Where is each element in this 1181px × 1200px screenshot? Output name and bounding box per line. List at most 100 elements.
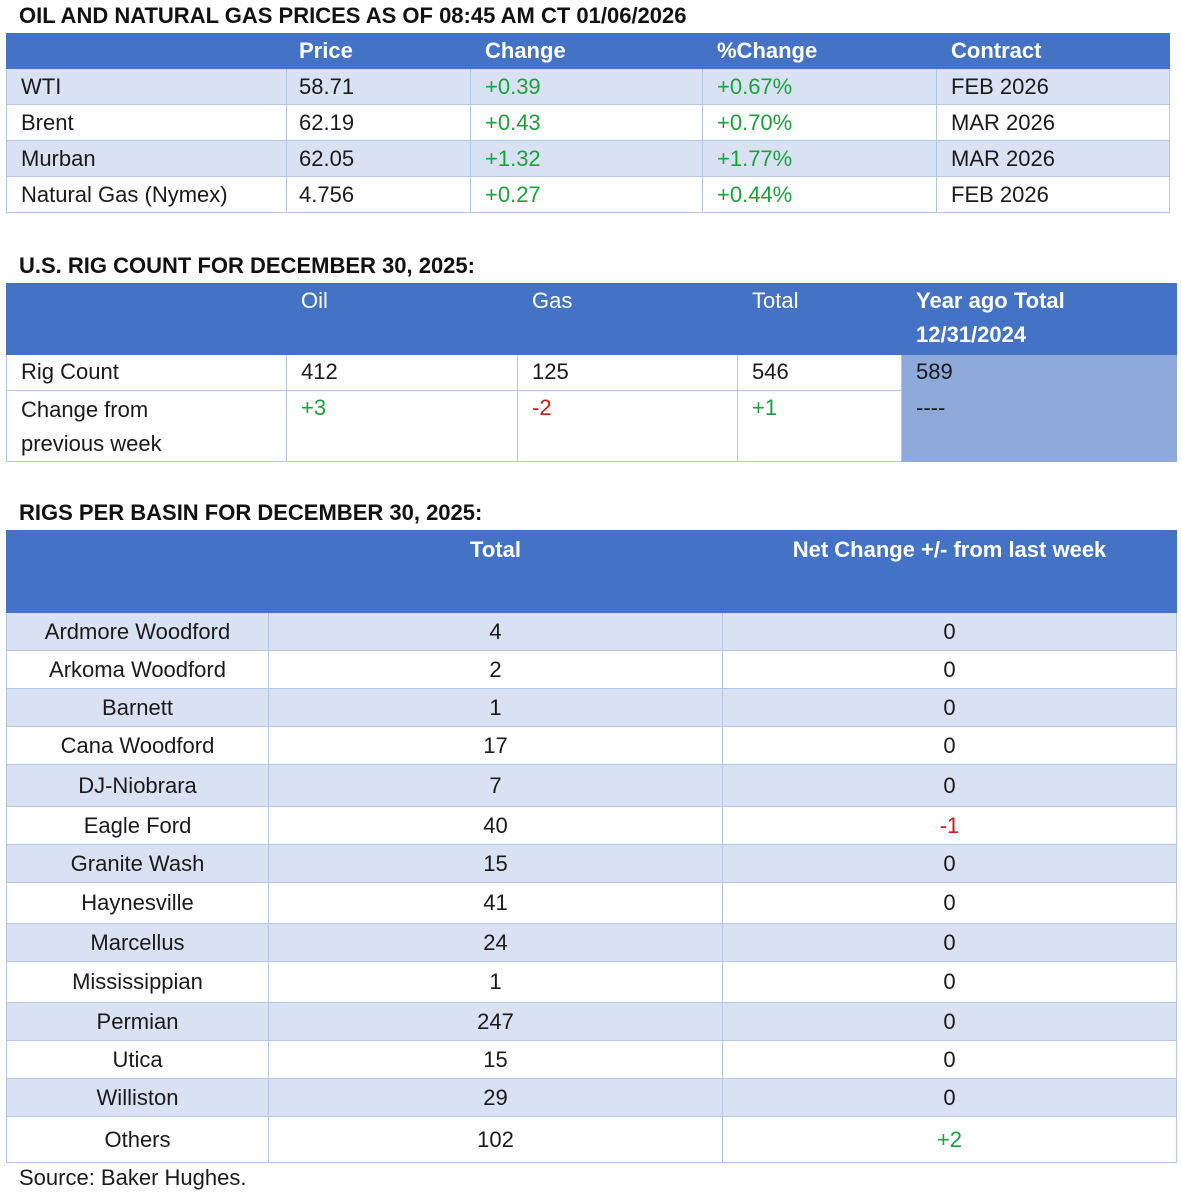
- basin-total: 40: [268, 806, 723, 845]
- rigcount-header-oil: Oil: [286, 283, 518, 355]
- basin-name: Arkoma Woodford: [6, 650, 269, 689]
- basins-header-row: Total Net Change +/- from last week: [6, 530, 1177, 613]
- table-row: Rig Count 412 125 546 589: [6, 354, 1177, 391]
- basin-name: Barnett: [6, 688, 269, 727]
- rig-total-change: +1: [737, 390, 902, 462]
- basin-change: 0: [722, 1040, 1177, 1079]
- rig-gas: 125: [517, 354, 738, 391]
- basin-change: 0: [722, 612, 1177, 651]
- basin-total: 2: [268, 650, 723, 689]
- rigcount-table: Oil Gas Total Year ago Total 12/31/2024 R…: [6, 283, 1177, 462]
- commodity-price: 58.71: [286, 68, 471, 105]
- commodity-contract: FEB 2026: [936, 176, 1170, 213]
- table-row: Haynesville 41 0: [6, 882, 1177, 924]
- basin-name: Williston: [6, 1078, 269, 1117]
- rig-total: 546: [737, 354, 902, 391]
- prices-header-name: [6, 33, 287, 69]
- rigcount-title: U.S. RIG COUNT FOR DECEMBER 30, 2025:: [19, 253, 475, 278]
- basin-change: 0: [722, 844, 1177, 883]
- basin-total: 102: [268, 1116, 723, 1163]
- commodity-pct-change: +1.77%: [702, 140, 937, 177]
- basins-table: Total Net Change +/- from last week Ardm…: [6, 530, 1177, 1163]
- rigcount-header-row: Oil Gas Total Year ago Total 12/31/2024: [6, 283, 1177, 355]
- basin-name: Ardmore Woodford: [6, 612, 269, 651]
- basin-change: 0: [722, 688, 1177, 727]
- basin-total: 15: [268, 1040, 723, 1079]
- basin-name: Mississippian: [6, 961, 269, 1003]
- basin-total: 247: [268, 1002, 723, 1041]
- basin-name: Marcellus: [6, 923, 269, 962]
- table-row: WTI 58.71 +0.39 +0.67% FEB 2026: [6, 68, 1170, 105]
- rig-year-ago: 589: [901, 354, 1177, 391]
- basins-header-net-change: Net Change +/- from last week: [722, 530, 1177, 613]
- basin-name: Eagle Ford: [6, 806, 269, 845]
- basin-total: 7: [268, 764, 723, 807]
- rig-oil-change: +3: [286, 390, 518, 462]
- commodity-change: +1.32: [470, 140, 703, 177]
- table-row: Permian 247 0: [6, 1002, 1177, 1041]
- commodity-name: Natural Gas (Nymex): [6, 176, 287, 213]
- table-row: Murban 62.05 +1.32 +1.77% MAR 2026: [6, 140, 1170, 177]
- basin-total: 1: [268, 961, 723, 1003]
- basin-name: Granite Wash: [6, 844, 269, 883]
- basin-name: Cana Woodford: [6, 726, 269, 765]
- table-row: Williston 29 0: [6, 1078, 1177, 1117]
- prices-header-change: Change: [470, 33, 703, 69]
- basins-header-blank: [6, 530, 269, 613]
- commodity-contract: MAR 2026: [936, 140, 1170, 177]
- commodity-pct-change: +0.70%: [702, 104, 937, 141]
- prices-header-pct: %Change: [702, 33, 937, 69]
- rig-row-label-line2: previous week: [21, 431, 162, 456]
- basin-name: DJ-Niobrara: [6, 764, 269, 807]
- basin-total: 15: [268, 844, 723, 883]
- commodity-change: +0.43: [470, 104, 703, 141]
- rig-oil: 412: [286, 354, 518, 391]
- prices-header-contract: Contract: [936, 33, 1170, 69]
- prices-title: OIL AND NATURAL GAS PRICES AS OF 08:45 A…: [19, 3, 687, 28]
- year-ago-label: Year ago Total: [916, 288, 1065, 313]
- commodity-pct-change: +0.67%: [702, 68, 937, 105]
- year-ago-date: 12/31/2024: [916, 322, 1027, 347]
- basin-change: 0: [722, 923, 1177, 962]
- table-row: Cana Woodford 17 0: [6, 726, 1177, 765]
- table-row: Ardmore Woodford 4 0: [6, 612, 1177, 651]
- table-row: Marcellus 24 0: [6, 923, 1177, 962]
- basin-change: 0: [722, 961, 1177, 1003]
- commodity-price: 62.05: [286, 140, 471, 177]
- basin-total: 41: [268, 882, 723, 924]
- rig-year-ago-change: ----: [901, 390, 1177, 462]
- commodity-change: +0.27: [470, 176, 703, 213]
- basins-title: RIGS PER BASIN FOR DECEMBER 30, 2025:: [19, 500, 483, 525]
- rigcount-header-gas: Gas: [517, 283, 738, 355]
- rig-gas-change: -2: [517, 390, 738, 462]
- rig-row-label: Change from previous week: [6, 390, 287, 462]
- basins-header-total: Total: [268, 530, 723, 613]
- basin-change: -1: [722, 806, 1177, 845]
- table-row: Utica 15 0: [6, 1040, 1177, 1079]
- basin-change: 0: [722, 1002, 1177, 1041]
- commodity-change: +0.39: [470, 68, 703, 105]
- rig-row-label-line1: Change from: [21, 397, 149, 422]
- table-row: Change from previous week +3 -2 +1 ----: [6, 390, 1177, 462]
- basin-change: 0: [722, 764, 1177, 807]
- table-row: Granite Wash 15 0: [6, 844, 1177, 883]
- table-row: Natural Gas (Nymex) 4.756 +0.27 +0.44% F…: [6, 176, 1170, 213]
- basin-name: Permian: [6, 1002, 269, 1041]
- commodity-contract: MAR 2026: [936, 104, 1170, 141]
- prices-table: Price Change %Change Contract WTI 58.71 …: [6, 33, 1170, 213]
- basin-change: +2: [722, 1116, 1177, 1163]
- rigcount-header-year-ago: Year ago Total 12/31/2024: [901, 283, 1177, 355]
- table-row: Eagle Ford 40 -1: [6, 806, 1177, 845]
- basin-name: Utica: [6, 1040, 269, 1079]
- basin-change: 0: [722, 1078, 1177, 1117]
- basin-total: 1: [268, 688, 723, 727]
- basin-total: 29: [268, 1078, 723, 1117]
- table-row: DJ-Niobrara 7 0: [6, 764, 1177, 807]
- source-note: Source: Baker Hughes.: [19, 1165, 247, 1190]
- table-row: Arkoma Woodford 2 0: [6, 650, 1177, 689]
- prices-header-row: Price Change %Change Contract: [6, 33, 1170, 69]
- basin-total: 17: [268, 726, 723, 765]
- prices-header-price: Price: [286, 33, 471, 69]
- table-row: Brent 62.19 +0.43 +0.70% MAR 2026: [6, 104, 1170, 141]
- commodity-price: 62.19: [286, 104, 471, 141]
